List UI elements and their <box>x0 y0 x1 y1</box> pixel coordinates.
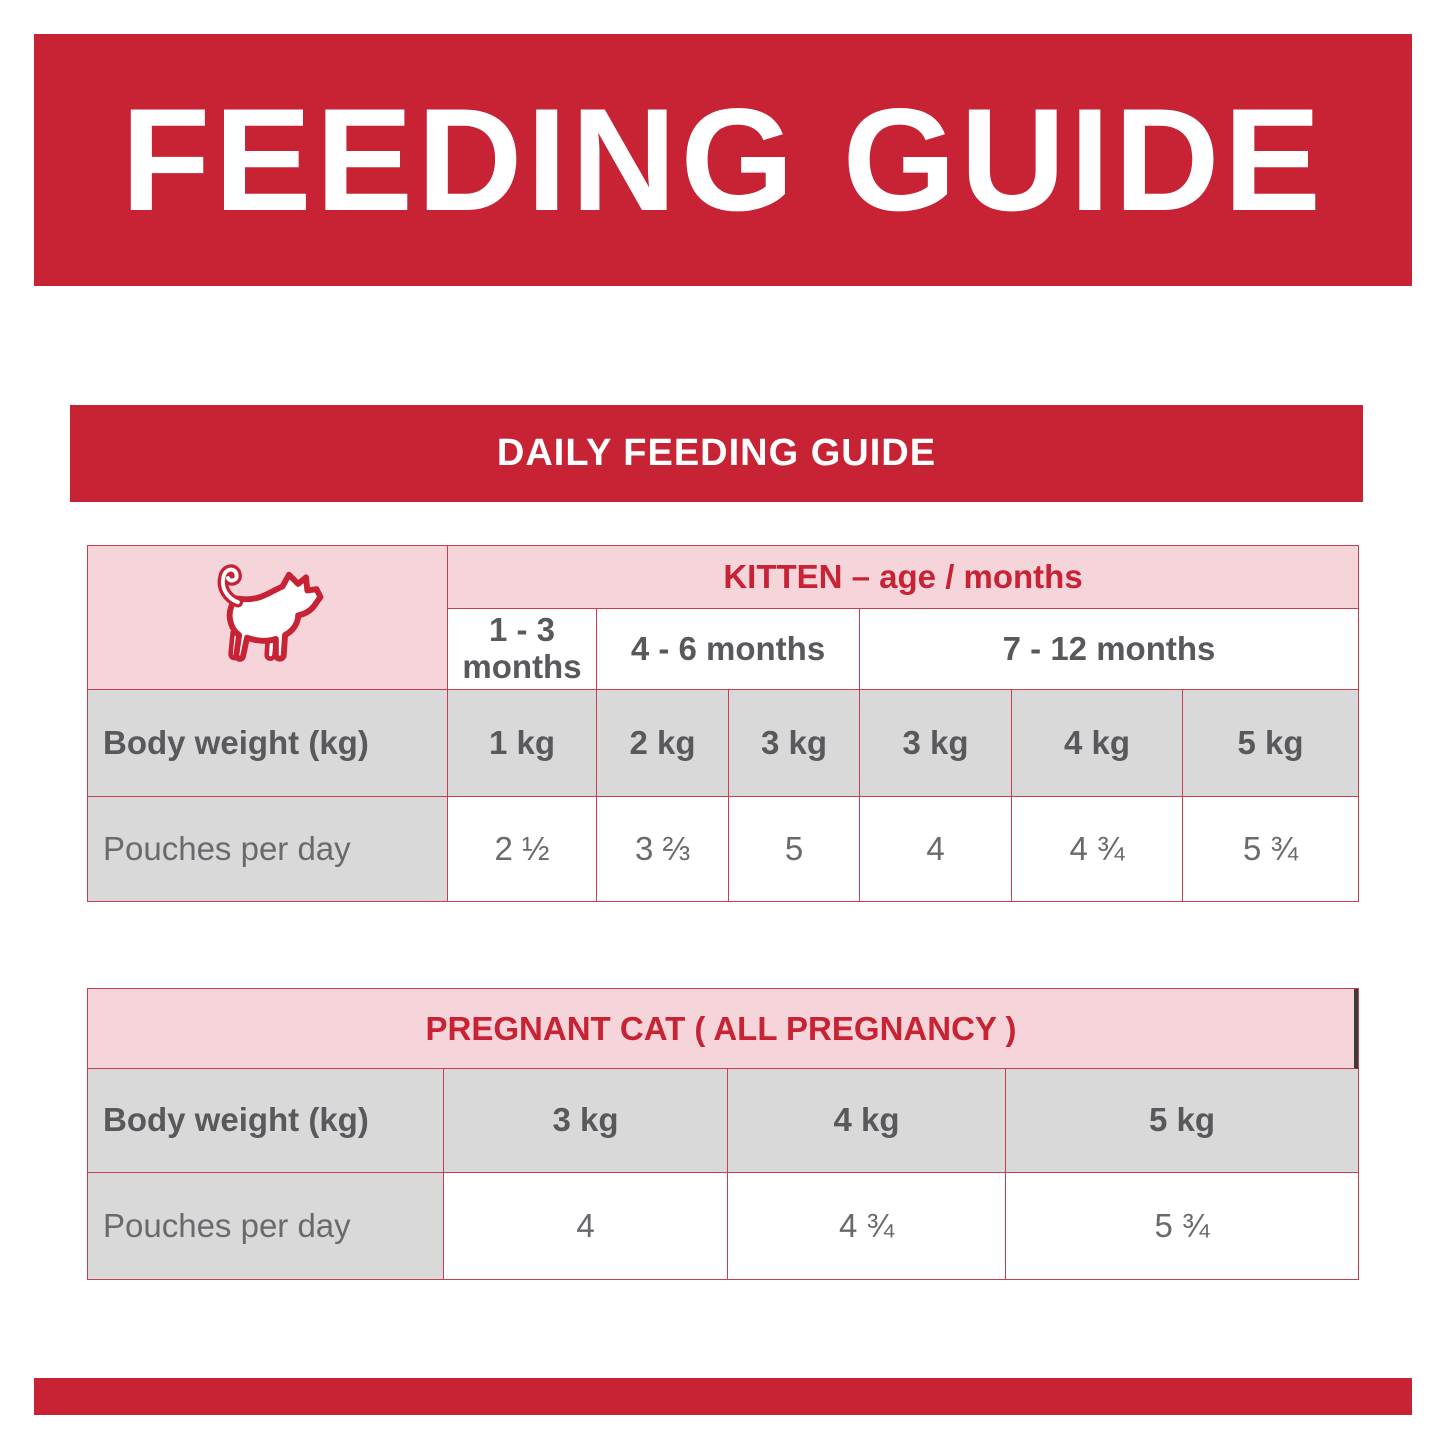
feeding-guide-banner: FEEDING GUIDE <box>34 34 1412 286</box>
daily-feeding-guide-banner: DAILY FEEDING GUIDE <box>70 405 1363 502</box>
pouches-value: 4 <box>444 1173 728 1279</box>
pouches-value: 5 ¾ <box>1183 797 1358 901</box>
body-weight-value: 4 kg <box>1012 690 1183 797</box>
cat-icon-cell <box>88 546 448 690</box>
pouches-value: 2 ½ <box>448 797 597 901</box>
age-column-1-3-months: 1 - 3 months <box>448 609 597 690</box>
age-column-4-6-months: 4 - 6 months <box>597 609 860 690</box>
pregnant-cat-table: PREGNANT CAT ( ALL PREGNANCY ) Body weig… <box>87 988 1359 1280</box>
body-weight-value: 4 kg <box>728 1069 1006 1173</box>
cat-icon <box>217 563 323 662</box>
pouches-value: 4 <box>860 797 1012 901</box>
body-weight-value: 5 kg <box>1006 1069 1358 1173</box>
pouches-value: 4 ¾ <box>728 1173 1006 1279</box>
pouches-per-day-label: Pouches per day <box>88 1173 444 1279</box>
bottom-red-bar <box>34 1378 1412 1415</box>
pouches-value: 5 ¾ <box>1006 1173 1358 1279</box>
pouches-value: 4 ¾ <box>1012 797 1183 901</box>
body-weight-value: 3 kg <box>444 1069 728 1173</box>
pouches-value: 5 <box>729 797 860 901</box>
pouches-per-day-label: Pouches per day <box>88 797 448 901</box>
pregnant-cat-header: PREGNANT CAT ( ALL PREGNANCY ) <box>88 989 1358 1069</box>
page-title: FEEDING GUIDE <box>121 78 1325 241</box>
body-weight-value: 5 kg <box>1183 690 1358 797</box>
body-weight-label: Body weight (kg) <box>88 690 448 797</box>
pouches-value: 3 ⅔ <box>597 797 729 901</box>
kitten-feeding-table: KITTEN – age / months 1 - 3 months 4 - 6… <box>87 545 1359 902</box>
body-weight-value: 2 kg <box>597 690 729 797</box>
daily-feeding-guide-title: DAILY FEEDING GUIDE <box>496 432 937 474</box>
body-weight-label: Body weight (kg) <box>88 1069 444 1173</box>
body-weight-value: 3 kg <box>860 690 1012 797</box>
kitten-age-group-header: KITTEN – age / months <box>448 546 1358 609</box>
body-weight-value: 1 kg <box>448 690 597 797</box>
age-column-7-12-months: 7 - 12 months <box>860 609 1358 690</box>
body-weight-value: 3 kg <box>729 690 860 797</box>
